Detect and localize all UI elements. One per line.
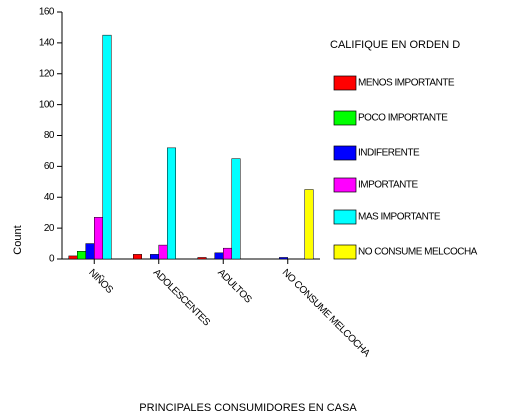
- legend-swatch: [333, 177, 357, 193]
- legend-label: NO CONSUME MELCOCHA: [358, 247, 478, 258]
- bar: [223, 247, 232, 260]
- x-axis-title: PRINCIPALES CONSUMIDORES EN CASA: [139, 402, 357, 414]
- bar: [158, 244, 168, 260]
- legend-swatch: [333, 75, 357, 91]
- y-tick-label: 100: [39, 99, 55, 110]
- bar: [150, 254, 159, 260]
- legend-label: POCO IMPORTANTE: [358, 113, 448, 124]
- legend-label: MAS IMPORTANTE: [358, 212, 441, 223]
- y-axis-title: Count: [12, 225, 24, 254]
- y-tick-label: 60: [44, 161, 55, 172]
- legend-label: MENOS IMPORTANTE: [358, 78, 455, 89]
- x-tick-label: NIÑOS: [86, 266, 116, 296]
- bar: [77, 251, 86, 260]
- x-tick-label: NO CONSUME MELCOCHA: [280, 267, 372, 359]
- bar: [231, 158, 241, 260]
- bar: [304, 189, 314, 260]
- bar: [94, 217, 103, 260]
- x-tick-label: ADOLESCENTES: [151, 267, 212, 328]
- bar: [85, 243, 95, 260]
- y-tick-label: 160: [39, 7, 55, 18]
- bar: [102, 34, 112, 260]
- y-tick-label: 80: [44, 130, 55, 141]
- y-tick-label: 140: [39, 38, 55, 49]
- y-tick-label: 20: [44, 223, 55, 234]
- bar: [197, 257, 207, 260]
- legend-swatch: [333, 110, 357, 126]
- legend-swatch: [333, 244, 357, 260]
- bar: [279, 257, 288, 260]
- bar: [167, 147, 176, 260]
- legend-swatch: [333, 145, 357, 161]
- bar: [68, 255, 78, 260]
- bar: [214, 252, 224, 260]
- y-tick-label: 0: [49, 254, 55, 265]
- bar: [133, 254, 142, 260]
- legend-label: IMPORTANTE: [358, 180, 418, 191]
- y-tick-label: 40: [44, 192, 55, 203]
- legend-label: INDIFERENTE: [358, 148, 420, 159]
- y-tick-label: 120: [39, 68, 55, 79]
- x-tick-label: ADULTOS: [215, 267, 254, 306]
- legend-swatch: [333, 209, 357, 225]
- legend-title: CALIFIQUE EN ORDEN D: [330, 39, 460, 51]
